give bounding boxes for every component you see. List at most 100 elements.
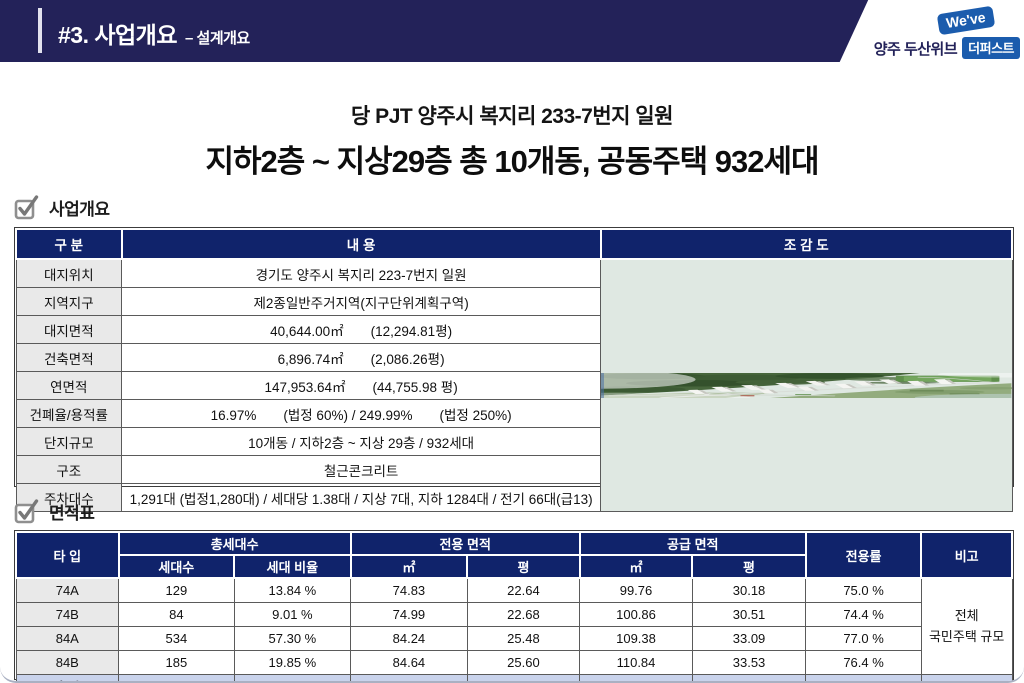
checkbox-icon [14,498,39,524]
cell-dedicated-m2: 84.64 [351,651,468,675]
overview-table: 구 분 내 용 조 감 도 대지위치 경기도 양주시 복지리 223-7번지 일… [15,228,1013,512]
cell-supply-m2: 99.76 [580,578,693,603]
row-label: 건축면적 [16,344,122,372]
cell-dedicated-py: 25.60 [467,651,580,675]
section-title-area: 면적표 [49,499,94,524]
page-title: #3. 사업개요– 설계개요 [58,16,250,50]
cell-supply-m2: 110.84 [580,651,693,675]
col-header-py: 평 [692,555,806,578]
cell-supply-py: 30.18 [692,578,806,603]
cell-dedicated-m2: 84.24 [351,627,468,651]
hero-block: 당 PJT 양주시 복지리 233-7번지 일원 지하2층 ~ 지상29층 총 … [0,100,1024,181]
cell-total-label: 총계 [16,675,119,683]
weve-logo: We've [937,6,995,35]
brand-badge: 더퍼스트 [962,37,1020,59]
table-row: 74B 84 9.01 % 74.99 22.68 100.86 30.51 7… [16,603,1012,627]
row-value: 16.97% (법정 60%) / 249.99% (법정 250%) [122,400,601,428]
table-row: 74A 129 13.84 % 74.83 22.64 99.76 30.18 … [16,578,1012,603]
cell-empty [692,675,806,683]
row-value: 철근콘크리트 [122,456,601,484]
row-label: 지역지구 [16,288,122,316]
cell-dedicated-py: 25.48 [467,627,580,651]
row-label: 건폐율/용적률 [16,400,122,428]
cell-ratio: 9.01 % [234,603,351,627]
cell-dedicated-py: 22.64 [467,578,580,603]
row-value: 1,291대 (법정1,280대) / 세대당 1.38대 / 지상 7대, 지… [122,484,601,512]
row-value: 10개동 / 지하2층 ~ 지상 29층 / 932세대 [122,428,601,456]
cell-households: 129 [119,578,235,603]
row-value: 40,644.00㎡ (12,294.81평) [122,316,601,344]
row-label: 대지면적 [16,316,122,344]
row-label: 연면적 [16,372,122,400]
col-header-m2: ㎡ [351,555,468,578]
row-value: 6,896.74㎡ (2,086.26평) [122,344,601,372]
col-header-m2: ㎡ [580,555,693,578]
cell-households: 534 [119,627,235,651]
cell-supply-py: 33.53 [692,651,806,675]
col-header-content: 내 용 [122,229,601,259]
row-label: 단지규모 [16,428,122,456]
cell-supply-py: 30.51 [692,603,806,627]
table-header-row: 구 분 내 용 조 감 도 [16,229,1012,259]
top-banner: #3. 사업개요– 설계개요 We've 양주 두산위브 더퍼스트 [0,0,1024,62]
cell-note: 전체 국민주택 규모 [921,578,1012,675]
cell-dedicated-py: 22.68 [467,603,580,627]
section-overview: 사업개요 [14,194,110,220]
row-label: 대지위치 [16,259,122,288]
cell-rate: 75.0 % [806,578,922,603]
cell-dedicated-m2: 74.99 [351,603,468,627]
col-header-ratio: 세대 비율 [234,555,351,578]
cell-type: 84A [16,627,119,651]
cell-rate: 77.0 % [806,627,922,651]
cell-households: 84 [119,603,235,627]
section-title-overview: 사업개요 [49,195,110,220]
table-header-row: 타 입 총세대수 전용 면적 공급 면적 전용률 비고 [16,532,1012,555]
cell-type: 74A [16,578,119,603]
table-row: 84B 185 19.85 % 84.64 25.60 110.84 33.53… [16,651,1012,675]
brand-row: 양주 두산위브 더퍼스트 [874,37,1020,59]
page-title-text: #3. 사업개요 [58,22,177,48]
table-total-row: 총계 932 100.00 % [16,675,1012,683]
cell-supply-m2: 109.38 [580,627,693,651]
area-table: 타 입 총세대수 전용 면적 공급 면적 전용률 비고 세대수 세대 비율 ㎡ … [15,531,1013,683]
col-header-py: 평 [467,555,580,578]
cell-dedicated-m2: 74.83 [351,578,468,603]
hero-subtitle: 당 PJT 양주시 복지리 233-7번지 일원 [0,100,1024,130]
col-header-total-households: 총세대수 [119,532,351,555]
cell-ratio: 19.85 % [234,651,351,675]
col-header-note: 비고 [921,532,1012,578]
cell-total-ratio: 100.00 % [234,675,351,683]
logo-area: We've 양주 두산위브 더퍼스트 [834,0,1024,62]
cell-empty [351,675,468,683]
col-header-households: 세대수 [119,555,235,578]
col-header-rate: 전용률 [806,532,922,578]
cell-empty [921,675,1012,683]
col-header-dedicated-area: 전용 면적 [351,532,580,555]
cell-rate: 74.4 % [806,603,922,627]
table-row: 대지위치 경기도 양주시 복지리 223-7번지 일원 [16,259,1012,288]
cell-rate: 76.4 % [806,651,922,675]
row-value: 제2종일반주거지역(지구단위계획구역) [122,288,601,316]
col-header-category: 구 분 [16,229,122,259]
hero-title: 지하2층 ~ 지상29층 총 10개동, 공동주택 932세대 [0,136,1024,181]
cell-type: 74B [16,603,119,627]
cell-ratio: 13.84 % [234,578,351,603]
area-table-frame: 타 입 총세대수 전용 면적 공급 면적 전용률 비고 세대수 세대 비율 ㎡ … [14,530,1014,680]
cell-type: 84B [16,651,119,675]
col-header-type: 타 입 [16,532,119,578]
cell-households: 185 [119,651,235,675]
checkbox-icon [14,194,39,220]
cell-supply-m2: 100.86 [580,603,693,627]
col-header-supply-area: 공급 면적 [580,532,806,555]
cell-supply-py: 33.09 [692,627,806,651]
row-value: 경기도 양주시 복지리 223-7번지 일원 [122,259,601,288]
cell-empty [467,675,580,683]
cell-empty [580,675,693,683]
brand-name: 양주 두산위브 [874,38,957,59]
cell-total-households: 932 [119,675,235,683]
cell-ratio: 57.30 % [234,627,351,651]
col-header-rendering: 조 감 도 [601,229,1012,259]
site-rendering-image [601,259,1012,512]
overview-table-frame: 구 분 내 용 조 감 도 대지위치 경기도 양주시 복지리 223-7번지 일… [14,227,1014,487]
